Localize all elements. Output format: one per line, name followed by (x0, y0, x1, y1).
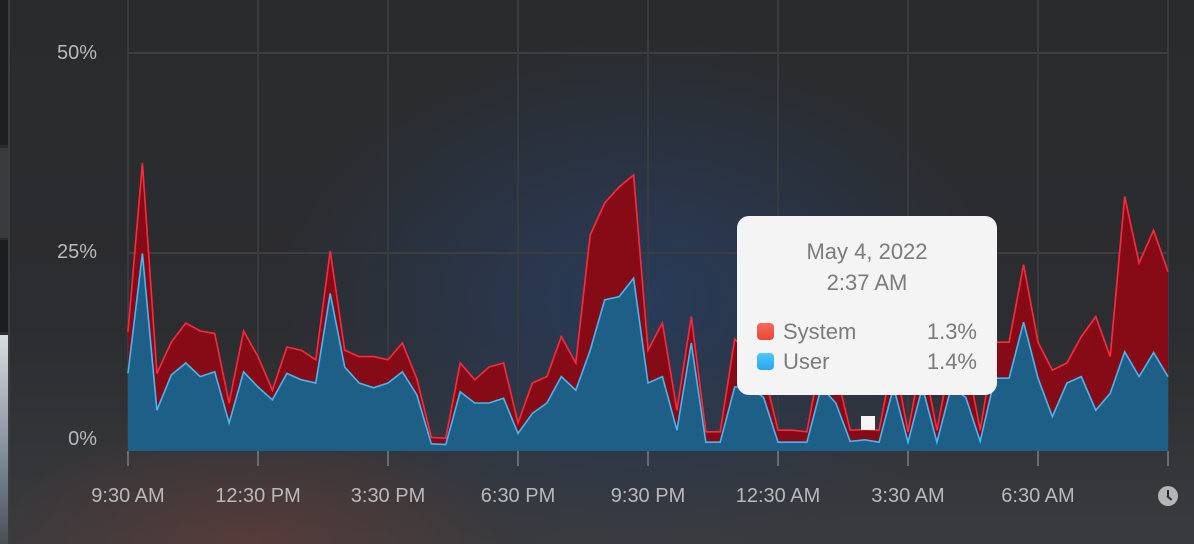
tooltip-date: May 4, 2022 (806, 239, 928, 264)
y-tick-label-25: 25% (56, 241, 97, 263)
tooltip-row-system: System 1.3% (757, 319, 977, 345)
tooltip-series-value: 1.3% (926, 319, 977, 344)
user-area (128, 253, 1168, 451)
window-edge (8, 0, 10, 544)
tooltip: May 4, 2022 2:37 AM System 1.3% User 1.4… (737, 216, 997, 395)
y-tick-label-50: 50% (56, 42, 97, 64)
x-tick-label: 9:30 PM (610, 485, 686, 507)
tooltip-row-user: User 1.4% (757, 349, 977, 375)
user-swatch (757, 353, 774, 370)
tooltip-series-name: User (783, 349, 830, 374)
background-window-sliver (0, 0, 8, 544)
x-tick-label: 3:30 PM (350, 485, 426, 507)
x-tick-label: 12:30 AM (735, 485, 821, 507)
x-tick-label: 6:30 PM (480, 485, 556, 507)
x-tick-label: 3:30 AM (871, 485, 945, 507)
x-tick-label: 6:30 AM (1001, 485, 1075, 507)
system-swatch (757, 323, 774, 340)
system-area (128, 163, 1168, 451)
tooltip-time: 2:37 AM (826, 270, 908, 295)
clock-icon[interactable] (1158, 486, 1178, 506)
x-tick-label: 9:30 AM (91, 485, 165, 507)
x-tick-label: 12:30 PM (215, 485, 301, 507)
tooltip-series-name: System (783, 319, 857, 344)
hover-marker (861, 416, 875, 430)
y-tick-label-0: 0% (68, 428, 97, 450)
tooltip-series-value: 1.4% (926, 349, 977, 374)
